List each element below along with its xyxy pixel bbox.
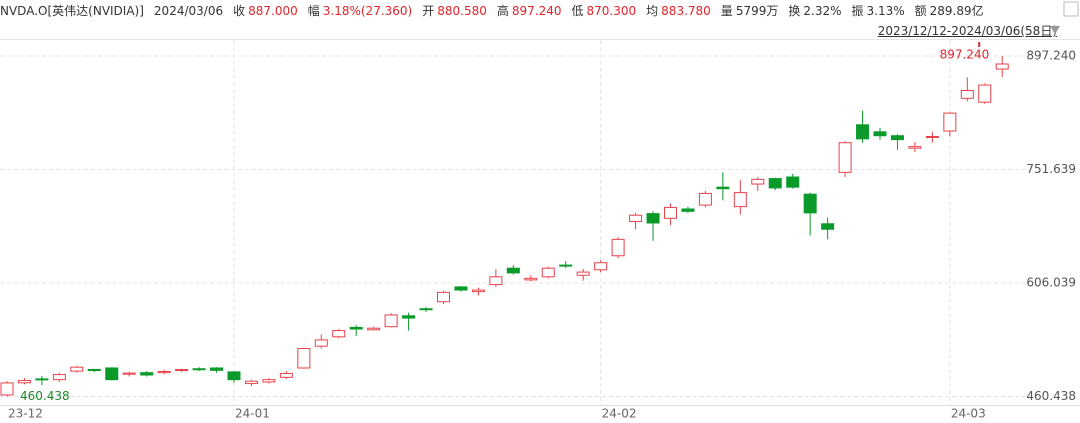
candle-body <box>541 267 555 278</box>
candle-body <box>437 291 450 303</box>
candle-body <box>17 379 31 384</box>
header: NVDA.O[英伟达(NVIDIA)] 2024/03/06 收 887.000 幅 3.… <box>0 2 994 20</box>
candle-body <box>890 135 904 141</box>
candle-body <box>384 314 398 328</box>
item-label: 换 <box>788 4 801 18</box>
candle-body <box>35 378 49 381</box>
item-value: 3.18%(27.360) <box>322 4 413 18</box>
candle-body <box>262 379 276 383</box>
candle-body <box>698 192 712 206</box>
candle-body <box>332 330 346 338</box>
x-tick-label: 24-01 <box>235 407 270 421</box>
candle-body <box>157 370 171 374</box>
symbol: NVDA.O[英伟达(NVIDIA)] <box>0 4 144 18</box>
candle-body <box>768 178 782 189</box>
item-value: 870.300 <box>586 4 637 18</box>
candle-body <box>943 112 957 132</box>
item-label: 高 <box>496 4 509 18</box>
candle-body <box>297 347 311 369</box>
candle-body <box>227 371 241 381</box>
y-tick-label: 460.438 <box>1026 389 1076 403</box>
item-value: 887.000 <box>248 4 298 18</box>
candle-body <box>402 315 416 319</box>
candle-body <box>489 276 503 286</box>
candle-body <box>978 84 992 103</box>
item-value: 5799万 <box>735 4 779 18</box>
x-tick-label: 23-12 <box>8 407 43 421</box>
candle-body <box>279 372 293 378</box>
item-label: 开 <box>422 4 435 18</box>
candle-body <box>122 372 136 375</box>
min-label: 460.438 <box>20 389 70 403</box>
date-range[interactable]: 2023/12/12-2024/03/06(58日) <box>877 24 1057 38</box>
candle-body <box>192 368 206 371</box>
candle-body <box>681 208 695 212</box>
item-value: 2.32% <box>803 4 842 18</box>
candle-body <box>576 271 590 276</box>
candle-body <box>786 176 800 188</box>
item-value: 289.89亿 <box>929 4 984 18</box>
candle-body <box>559 264 573 267</box>
y-tick-label: 897.240 <box>1026 49 1076 63</box>
candle-body <box>454 286 468 291</box>
candle-body <box>105 367 119 381</box>
candle-body <box>925 135 939 138</box>
candle-body <box>856 124 870 140</box>
candle-body <box>244 380 258 385</box>
item-label: 振 <box>851 4 864 18</box>
candle-body <box>995 63 1009 70</box>
settings-icon[interactable] <box>1063 1 1079 17</box>
y-tick-label: 751.639 <box>1026 162 1076 176</box>
candle-body <box>367 327 381 331</box>
item-value: 880.580 <box>437 4 487 18</box>
candle-body <box>803 193 817 214</box>
x-tick-label: 24-02 <box>602 407 637 421</box>
x-tick-label: 24-03 <box>951 407 986 421</box>
item-label: 幅 <box>307 4 320 18</box>
candle-body <box>908 146 922 149</box>
date: 2024/03/06 <box>153 4 224 18</box>
item-value: 883.780 <box>661 4 711 18</box>
candle-body <box>611 238 625 257</box>
candle-body <box>716 186 730 190</box>
candle-body <box>838 142 852 173</box>
item-label: 额 <box>914 4 927 18</box>
candle-body <box>821 223 835 230</box>
candle-body <box>419 308 433 311</box>
candle-body <box>140 372 154 376</box>
y-tick-label: 606.039 <box>1026 275 1076 289</box>
dropdown-icon[interactable] <box>1050 26 1060 34</box>
candle-body <box>506 267 520 274</box>
candle-body <box>733 192 747 208</box>
candle-body <box>524 277 538 281</box>
candle-body <box>87 369 101 372</box>
candle-body <box>594 262 608 271</box>
candle-body <box>873 131 887 137</box>
candle-body <box>751 178 765 185</box>
candle-body <box>646 213 660 224</box>
candle-body <box>70 366 84 372</box>
candle-body <box>175 369 189 372</box>
candle-body <box>629 214 643 222</box>
candle-body <box>210 367 224 371</box>
candle-body <box>52 374 66 381</box>
candle-body <box>314 339 328 347</box>
item-value: 3.13% <box>866 4 905 18</box>
candle-body <box>349 326 363 330</box>
max-label: 897.240 <box>940 48 990 62</box>
item-value: 897.240 <box>511 4 562 18</box>
item-label: 收 <box>233 4 246 18</box>
candle-body <box>471 289 485 293</box>
candle-body <box>663 206 677 219</box>
item-label: 低 <box>571 4 584 18</box>
candle-body <box>0 382 14 396</box>
item-label: 均 <box>646 4 659 18</box>
candle-body <box>960 90 974 99</box>
item-label: 量 <box>720 4 733 18</box>
